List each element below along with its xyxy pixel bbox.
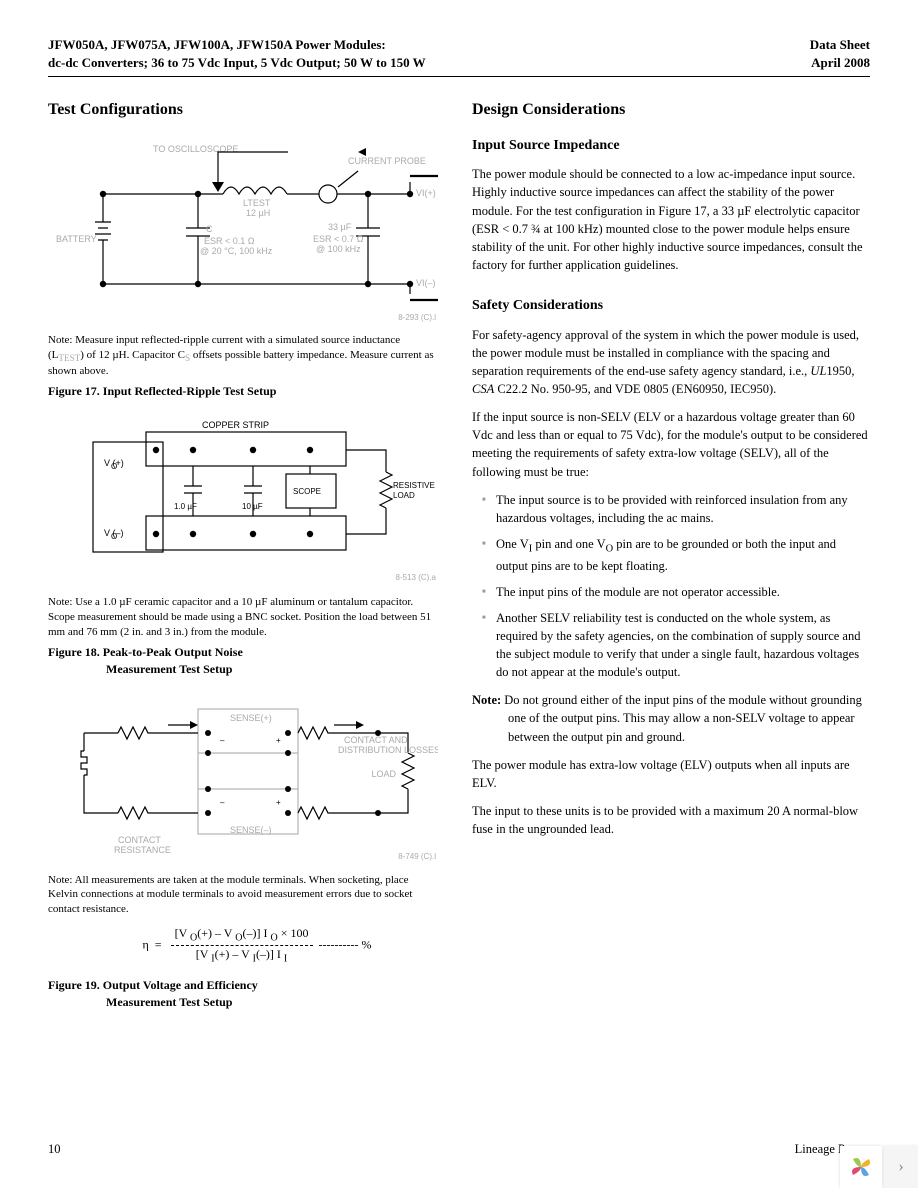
label-cs-esr: ESR < 0.1 Ω (204, 236, 255, 246)
safety-note: Note: Do not ground either of the input … (472, 691, 870, 745)
label-copper: COPPER STRIP (202, 420, 269, 430)
note-text: Do not ground either of the input pins o… (504, 693, 862, 743)
header-doc-type: Data Sheet (810, 36, 870, 54)
fig17-code: 8-293 (C).l (398, 313, 436, 322)
label-ltest-val: 12 µH (246, 208, 270, 218)
caption-line1: Figure 18. Peak-to-Peak Output Noise (48, 645, 243, 659)
label-load: LOAD (371, 769, 396, 779)
fig17-note: Note: Measure input reflected-ripple cur… (48, 333, 438, 379)
left-column: Test Configurations TO OSCILLOSCOPE CURR… (48, 99, 438, 1026)
label-contact-1: CONTACT AND (344, 735, 408, 745)
label-load-1: RESISTIVE (393, 481, 435, 490)
label-cin-freq: @ 100 kHz (316, 244, 361, 254)
safety-p3: The power module has extra-low voltage (… (472, 756, 870, 792)
safety-heading: Safety Considerations (472, 296, 870, 316)
page-footer: 10 Lineage Power (48, 1141, 870, 1159)
caption-line2: Measurement Test Setup (48, 661, 232, 678)
label-vip: VI(+) (416, 188, 436, 198)
main-columns: Test Configurations TO OSCILLOSCOPE CURR… (48, 99, 870, 1026)
label-c1: 1.0 µF (174, 502, 197, 511)
figure-17-diagram: TO OSCILLOSCOPE CURRENT PROBE LTEST 12 (48, 134, 438, 329)
fig18-note: Note: Use a 1.0 µF ceramic capacitor and… (48, 595, 438, 640)
label-cin: 33 µF (328, 222, 352, 232)
dash-2: – (220, 798, 225, 807)
note-text: All measurements are taken at the module… (48, 874, 412, 916)
figure-18-diagram: COPPER STRIP V (+) O V (–) O 1.0 µF 10 µ… (48, 416, 438, 591)
label-contact-res-1: CONTACT (118, 835, 161, 845)
label-vin: VI(–) (416, 278, 436, 288)
note-label: Note: (48, 334, 72, 346)
header-left: JFW050A, JFW075A, JFW100A, JFW150A Power… (48, 36, 426, 72)
safety-p2: If the input source is non-SELV (ELV or … (472, 408, 870, 481)
fig19-code: 8-749 (C).l (398, 852, 436, 861)
fig19-caption: Figure 19. Output Voltage and Efficiency… (48, 977, 438, 1011)
safety-p1: For safety-agency approval of the system… (472, 326, 870, 399)
list-item: The input pins of the module are not ope… (496, 583, 870, 601)
label-contact-2: DISTRIBUTION LOSSES (338, 745, 438, 755)
label-ltest: LTEST (243, 198, 271, 208)
label-cs-freq: @ 20 °C, 100 kHz (200, 246, 273, 256)
note-label: Note: (48, 874, 72, 886)
note-sub-1: TEST (58, 353, 80, 363)
label-sense-dn: SENSE(–) (230, 825, 272, 835)
plus-2: + (276, 798, 281, 807)
input-impedance-heading: Input Source Impedance (472, 136, 870, 156)
corner-logo[interactable] (840, 1146, 882, 1188)
pinwheel-icon (847, 1153, 875, 1181)
label-von-sub: O (111, 532, 117, 541)
label-current-probe: CURRENT PROBE (348, 156, 426, 166)
caption-line2: Measurement Test Setup (48, 994, 232, 1011)
right-column: Design Considerations Input Source Imped… (472, 99, 870, 1026)
label-cs: C (206, 224, 213, 234)
note-label: Note: (472, 693, 501, 707)
chevron-right-icon: › (898, 1156, 903, 1178)
note-label: Note: (48, 596, 72, 608)
safety-bullets: The input source is to be provided with … (486, 491, 870, 682)
fig18-caption: Figure 18. Peak-to-Peak Output Noise Mea… (48, 644, 438, 678)
header-right: Data Sheet April 2008 (810, 36, 870, 72)
plus-1: + (276, 736, 281, 745)
fig17-caption: Figure 17. Input Reflected-Ripple Test S… (48, 383, 438, 400)
corner-next-button[interactable]: › (884, 1146, 918, 1188)
label-contact-res-2: RESISTANCE (114, 845, 171, 855)
list-item: Another SELV reliability test is conduct… (496, 609, 870, 682)
label-scope: SCOPE (293, 487, 321, 496)
list-item: One VI pin and one VO pin are to be grou… (496, 535, 870, 575)
page-header: JFW050A, JFW075A, JFW100A, JFW150A Power… (48, 36, 870, 77)
label-vop-sub: O (111, 462, 117, 471)
note-text: Use a 1.0 µF ceramic capacitor and a 10 … (48, 596, 431, 638)
label-c2: 10 µF (242, 502, 263, 511)
list-item: The input source is to be provided with … (496, 491, 870, 527)
input-impedance-paragraph: The power module should be connected to … (472, 165, 870, 274)
caption-line1: Figure 19. Output Voltage and Efficiency (48, 978, 258, 992)
header-date: April 2008 (810, 54, 870, 72)
efficiency-equation: η = [V O(+) – V O(–)] I O × 100 [V I(+) … (76, 925, 438, 967)
figure-19-diagram: SENSE(+) SENSE(–) CONTACT AND DISTRIBUTI… (48, 693, 438, 868)
label-cin-esr: ESR < 0.7 Ω (313, 234, 364, 244)
note-text-2: ) of 12 µH. Capacitor C (80, 349, 185, 361)
label-sense-up: SENSE(+) (230, 713, 272, 723)
label-load-2: LOAD (393, 491, 415, 500)
test-config-heading: Test Configurations (48, 99, 438, 121)
label-battery: BATTERY (56, 234, 97, 244)
design-considerations-heading: Design Considerations (472, 99, 870, 121)
page-number: 10 (48, 1141, 61, 1159)
corner-widget: › (840, 1146, 918, 1188)
header-product-line: JFW050A, JFW075A, JFW100A, JFW150A Power… (48, 36, 426, 54)
fig18-code: 8-513 (C).a (396, 573, 437, 582)
dash-1: – (220, 736, 225, 745)
safety-p4: The input to these units is to be provid… (472, 802, 870, 838)
header-subtitle: dc-dc Converters; 36 to 75 Vdc Input, 5 … (48, 54, 426, 72)
fig19-note: Note: All measurements are taken at the … (48, 873, 438, 918)
